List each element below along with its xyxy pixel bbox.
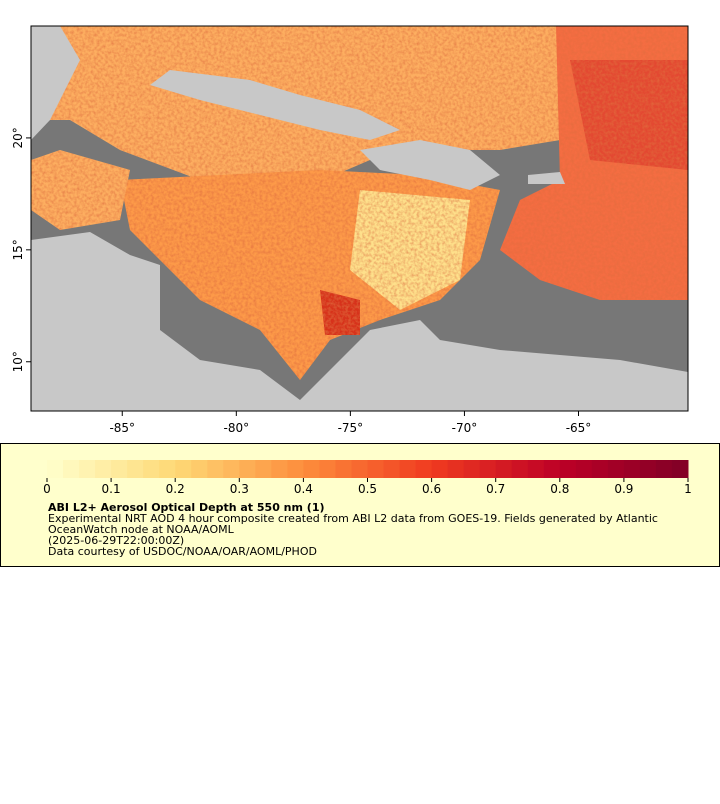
legend-title: ABI L2+ Aerosol Optical Depth at 550 nm … — [48, 501, 325, 514]
colorbar-swatch — [95, 460, 112, 478]
colorbar-swatch — [127, 460, 144, 478]
colorbar-swatch — [607, 460, 625, 478]
colorbar-swatch — [271, 460, 288, 478]
colorbar-swatch — [319, 460, 336, 478]
colorbar-swatch — [287, 460, 304, 478]
colorbar-tick-label: 0.2 — [166, 482, 185, 496]
colorbar-swatch — [63, 460, 80, 478]
y-tick-label: 10° — [11, 351, 25, 372]
colorbar-tick-label: 0.6 — [422, 482, 441, 496]
colorbar-tick-label: 0.4 — [294, 482, 313, 496]
x-tick-label: -75° — [338, 421, 364, 435]
colorbar-swatch — [207, 460, 224, 478]
y-tick-label: 20° — [11, 127, 25, 148]
colorbar-swatch — [671, 460, 689, 478]
colorbar-swatch — [431, 460, 449, 478]
colorbar-swatch — [303, 460, 320, 478]
colorbar-swatch — [47, 460, 64, 478]
colorbar-swatch — [255, 460, 272, 478]
colorbar-swatch — [639, 460, 657, 478]
colorbar-swatch — [399, 460, 417, 478]
colorbar-swatch — [223, 460, 240, 478]
colorbar-swatch — [79, 460, 96, 478]
colorbar-swatch — [415, 460, 433, 478]
x-tick-label: -65° — [566, 421, 592, 435]
colorbar-tick-label: 0.1 — [102, 482, 121, 496]
colorbar-tick-label: 0.7 — [486, 482, 505, 496]
colorbar-swatch — [175, 460, 192, 478]
map-frame — [30, 25, 689, 412]
colorbar-swatch — [511, 460, 529, 478]
colorbar-swatch — [159, 460, 176, 478]
colorbar-swatch — [527, 460, 545, 478]
map-image — [31, 26, 688, 411]
x-tick-label: -80° — [224, 421, 250, 435]
colorbar-swatch — [591, 460, 609, 478]
colorbar-swatch — [367, 460, 385, 478]
legend-line: (2025-06-29T22:00:00Z) — [48, 534, 184, 547]
colorbar-tick-label: 0.9 — [614, 482, 633, 496]
legend-line: Experimental NRT AOD 4 hour composite cr… — [48, 512, 658, 525]
map-axes: -85° -80° -75° -70° -65° 10° 15° 20° — [11, 127, 591, 435]
colorbar-swatch — [495, 460, 513, 478]
colorbar-swatch — [479, 460, 497, 478]
colorbar-swatch — [655, 460, 673, 478]
colorbar-tick-label: 0.3 — [230, 482, 249, 496]
colorbar-swatch — [111, 460, 128, 478]
colorbar-swatch — [543, 460, 561, 478]
colorbar-swatch — [383, 460, 401, 478]
colorbar-swatch — [447, 460, 465, 478]
colorbar-tick-label: 0 — [43, 482, 51, 496]
legend-line: OceanWatch node at NOAA/AOML — [48, 523, 235, 536]
colorbar-swatch — [463, 460, 481, 478]
colorbar-swatch — [351, 460, 368, 478]
colorbar-swatch — [191, 460, 208, 478]
colorbar-tick-label: 1 — [684, 482, 692, 496]
legend-line: Data courtesy of USDOC/NOAA/OAR/AOML/PHO… — [48, 545, 317, 558]
colorbar-tick-label: 0.8 — [550, 482, 569, 496]
x-tick-label: -70° — [452, 421, 478, 435]
colorbar-swatch — [575, 460, 593, 478]
colorbar-swatch — [623, 460, 641, 478]
colorbar-swatch — [239, 460, 256, 478]
colorbar-tick-label: 0.5 — [358, 482, 377, 496]
colorbar-swatch — [143, 460, 160, 478]
colorbar: 0 0.1 0.2 0.3 0.4 0.5 0.6 0.7 0.8 0.9 1 — [43, 460, 692, 496]
colorbar-swatch — [335, 460, 352, 478]
x-tick-label: -85° — [109, 421, 135, 435]
colorbar-swatch — [559, 460, 577, 478]
y-tick-label: 15° — [11, 239, 25, 260]
